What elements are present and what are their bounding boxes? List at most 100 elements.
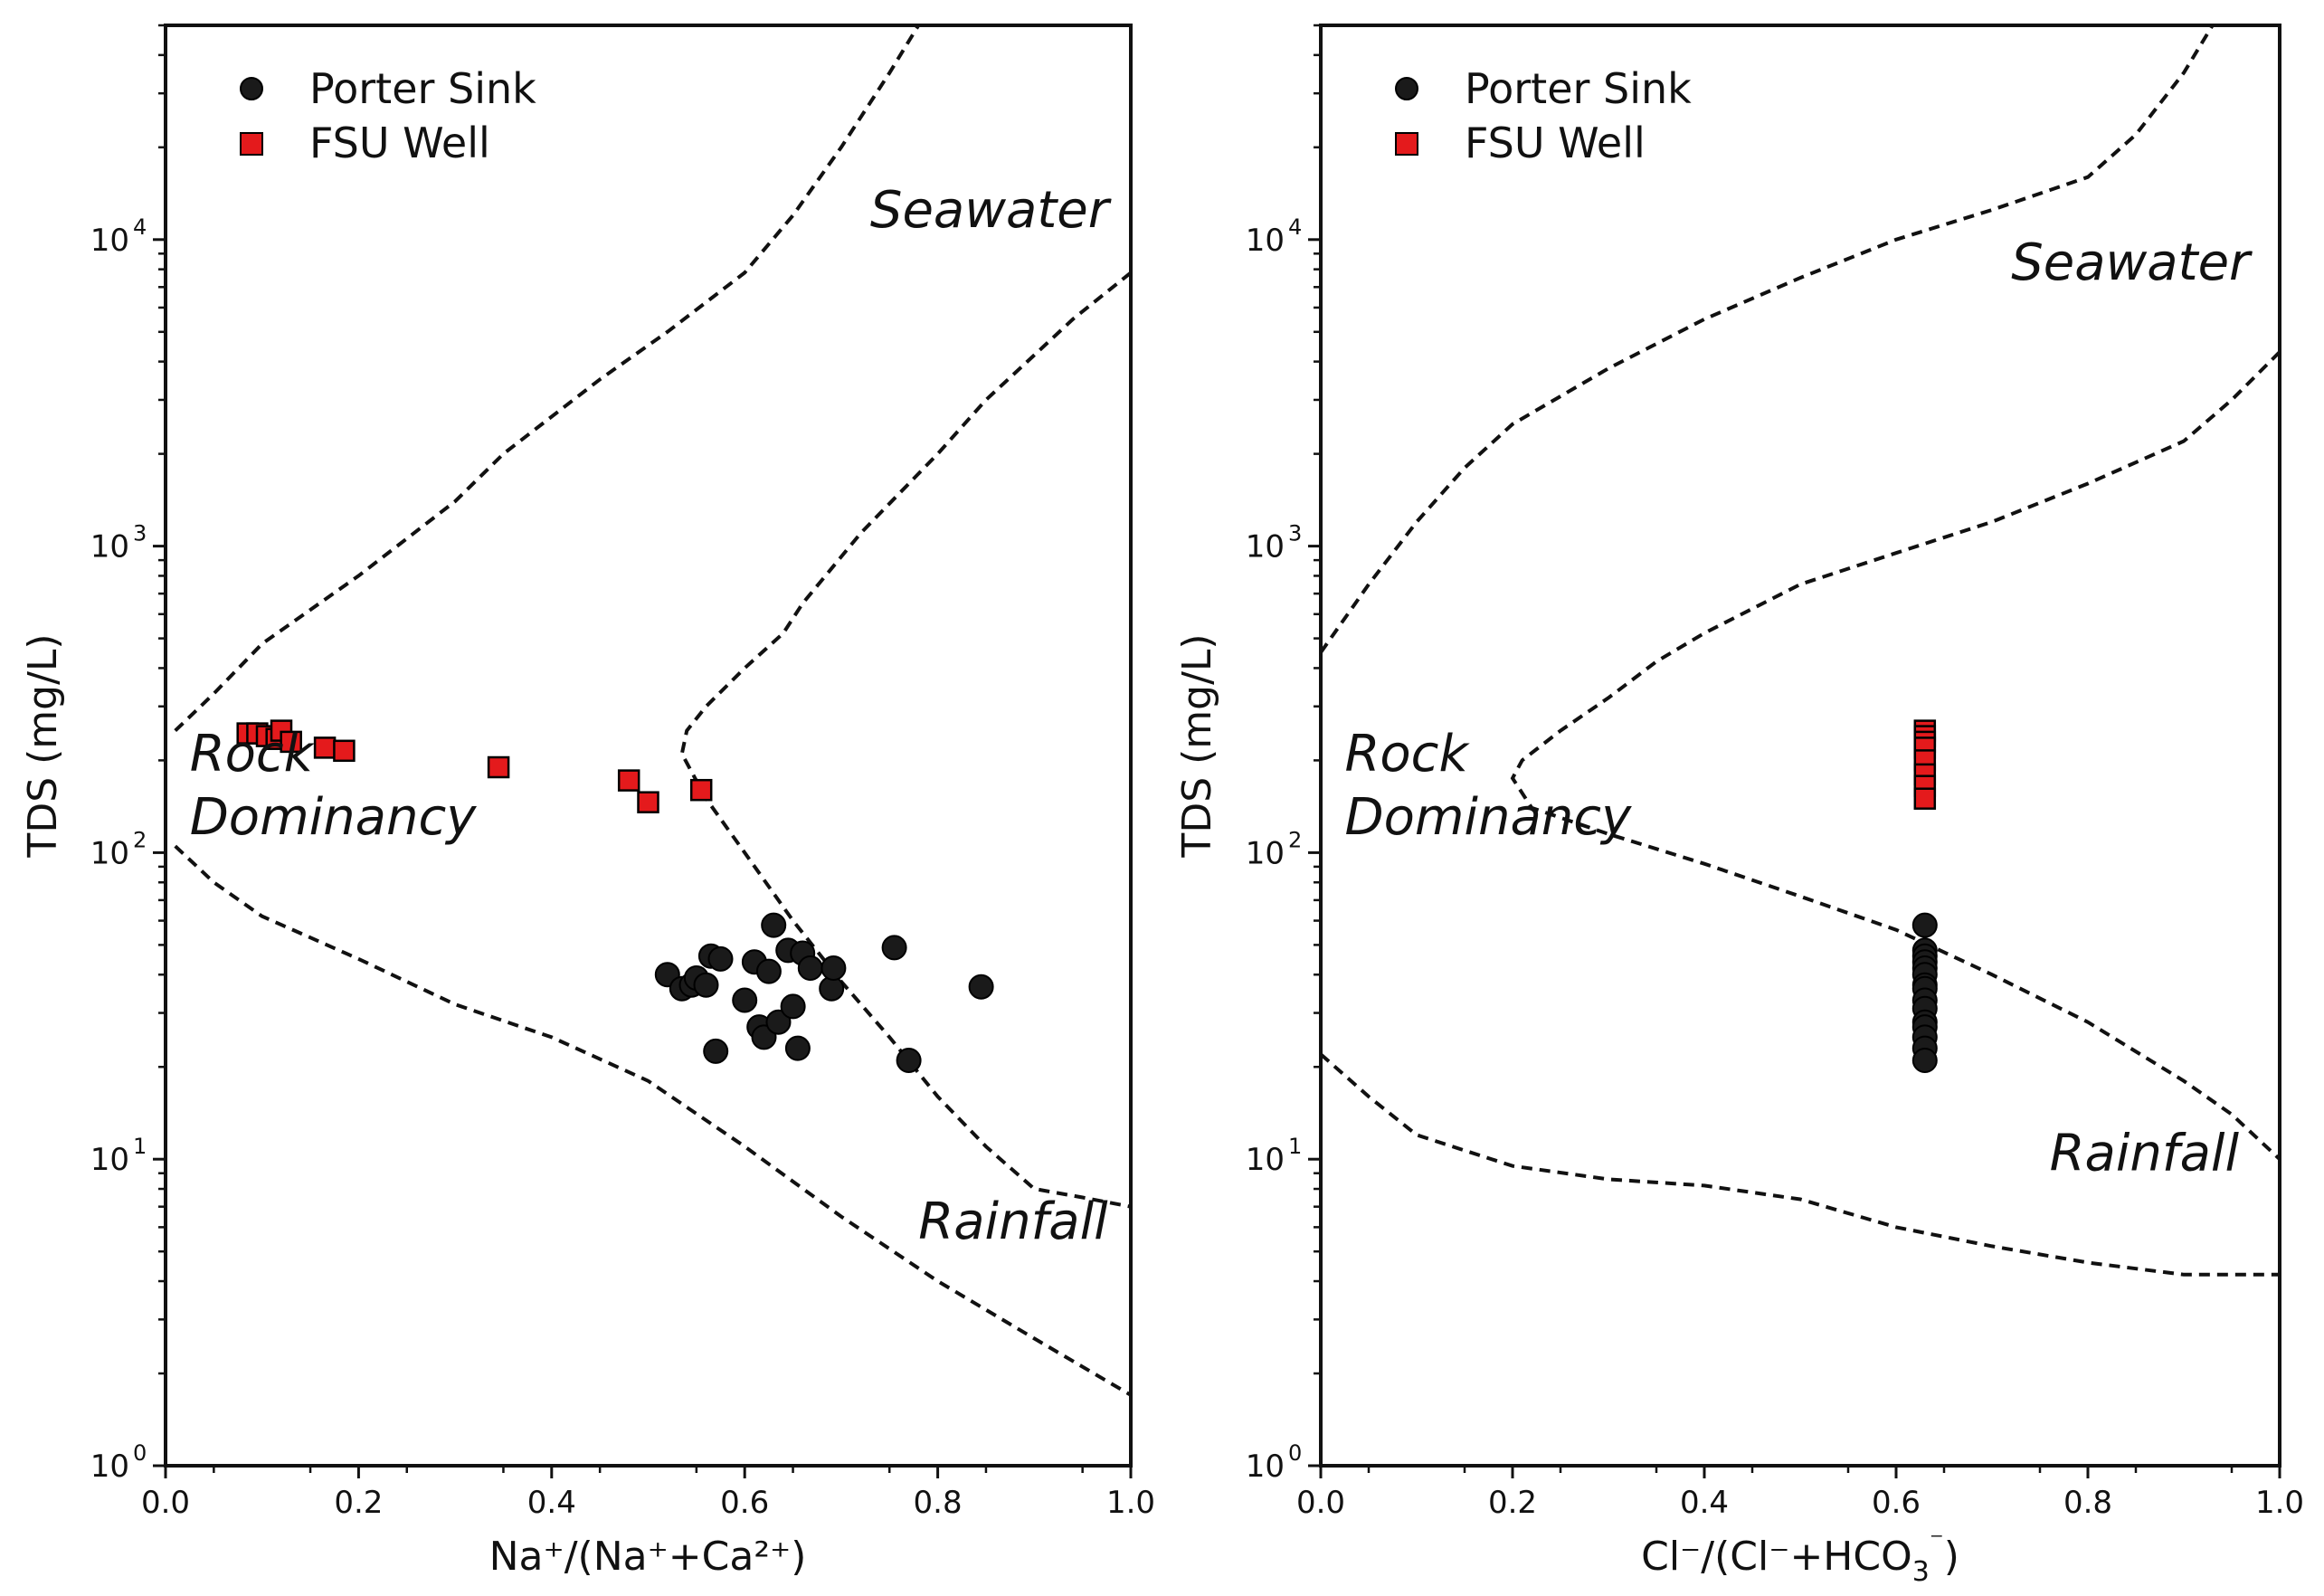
point-fsu-well: [617, 769, 640, 792]
y-tick-label: 10: [90, 1142, 129, 1178]
envelope-outer-line: [679, 271, 1133, 1209]
x-axis-label-left: Na⁺/(Na⁺+Ca²⁺): [489, 1534, 807, 1580]
point-porter-sink: [968, 974, 994, 1000]
x-tick-label: 0.2: [334, 1485, 383, 1521]
legend-label-porter-sink: Porter Sink: [309, 64, 536, 113]
y-tick-label: 10: [90, 529, 129, 565]
plot-frame-left: [164, 24, 1133, 1468]
legend-marker-fsu-well: [1395, 132, 1418, 156]
region-label-seawater: Seawater: [2011, 233, 2253, 292]
envelope-outer-line: [1510, 350, 2281, 1161]
y-tick-exponent: 3: [133, 521, 147, 546]
x-tick-label: 0.6: [1872, 1485, 1921, 1521]
y-tick-label: 10: [90, 1449, 129, 1485]
point-porter-sink: [881, 935, 907, 961]
x-tick-label: 0.0: [141, 1485, 190, 1521]
region-label-dominancy: Dominancy: [1345, 788, 1633, 847]
region-label-rainfall: Rainfall: [2050, 1125, 2240, 1183]
legend-right: Porter Sink FSU Well: [1395, 64, 1692, 167]
y-axis-label-right: TDS (mg/L): [1174, 633, 1220, 858]
envelope-lines-right: [1319, 24, 2281, 1277]
y-tick-label: 10: [90, 835, 129, 871]
x-tick-label: 0.4: [1680, 1485, 1729, 1521]
y-tick-label: 10: [1246, 835, 1285, 871]
y-tick-label: 10: [1246, 529, 1285, 565]
point-porter-sink: [703, 1038, 729, 1064]
envelope-upper-line: [174, 24, 921, 733]
point-porter-sink: [755, 958, 782, 984]
point-porter-sink: [732, 987, 758, 1013]
point-fsu-well: [637, 791, 659, 813]
y-tick-exponent: 0: [1288, 1440, 1302, 1466]
x-tick-label: 0.2: [1488, 1485, 1537, 1521]
y-axis-label-left: TDS (mg/L): [20, 633, 66, 858]
y-tick-exponent: 4: [1288, 214, 1302, 240]
region-label-rainfall: Rainfall: [918, 1192, 1108, 1251]
point-porter-sink: [780, 993, 806, 1020]
plot-area-right: [1321, 25, 2280, 1466]
y-tick-exponent: 2: [133, 827, 147, 852]
region-label-seawater: Seawater: [870, 181, 1112, 240]
point-porter-sink: [1911, 912, 1938, 938]
x-axis-label-right: Cl⁻/(Cl⁻+HCO3⁻): [1641, 1525, 1959, 1588]
point-fsu-well: [1913, 787, 1937, 810]
x-tick-label: 0.8: [914, 1485, 963, 1521]
y-tick-exponent: 1: [133, 1134, 147, 1159]
legend-marker-fsu-well: [240, 132, 263, 156]
y-tick-label: 10: [1246, 1142, 1285, 1178]
point-porter-sink: [761, 912, 787, 938]
envelope-lower-line: [1319, 1052, 2280, 1277]
legend-left: Porter Sink FSU Well: [240, 64, 536, 167]
envelope-lower-line: [174, 844, 1133, 1397]
x-axis-ticks-left: 0.0 0.2 0.4 0.6 0.8 1.0: [141, 1466, 1155, 1521]
point-porter-sink: [797, 955, 823, 981]
x-tick-label: 0.8: [2063, 1485, 2112, 1521]
point-porter-sink: [784, 1035, 811, 1061]
region-label-rock: Rock: [190, 725, 316, 784]
point-porter-sink: [896, 1048, 922, 1073]
y-tick-label: 10: [1246, 1449, 1285, 1485]
x-tick-label: 0.4: [527, 1485, 576, 1521]
y-tick-exponent: 1: [1288, 1134, 1302, 1159]
scatter-points-left: [236, 719, 994, 1073]
point-porter-sink: [765, 1009, 792, 1035]
x-tick-label: 1.0: [1106, 1485, 1155, 1521]
y-tick-exponent: 0: [133, 1440, 147, 1466]
legend-label-fsu-well: FSU Well: [1465, 119, 1646, 167]
point-fsu-well: [280, 730, 302, 754]
point-fsu-well: [333, 739, 356, 763]
envelope-upper-line: [1319, 24, 2215, 654]
x-tick-label: 0.6: [720, 1485, 769, 1521]
x-tick-label: 0.0: [1296, 1485, 1345, 1521]
region-label-rock: Rock: [1345, 725, 1471, 784]
point-porter-sink: [1911, 1048, 1938, 1073]
x-tick-label: 1.0: [2255, 1485, 2304, 1521]
y-tick-label: 10: [90, 223, 129, 259]
legend-marker-porter-sink: [1395, 77, 1418, 100]
point-porter-sink: [821, 955, 847, 981]
y-tick-label: 10: [1246, 223, 1285, 259]
legend-marker-porter-sink: [240, 77, 263, 100]
point-porter-sink: [693, 972, 719, 998]
legend-label-fsu-well: FSU Well: [309, 119, 490, 167]
plot-frame-right: [1319, 24, 2281, 1468]
envelope-lines-left: [174, 24, 1133, 1397]
point-porter-sink: [707, 945, 734, 972]
y-tick-exponent: 2: [1288, 827, 1302, 852]
y-tick-exponent: 4: [133, 214, 147, 240]
point-fsu-well: [313, 736, 337, 759]
legend-label-porter-sink: Porter Sink: [1465, 64, 1692, 113]
x-axis-ticks-right: 0.0 0.2 0.4 0.6 0.8 1.0: [1296, 1466, 2304, 1521]
point-fsu-well: [689, 778, 713, 802]
scatter-points-right: [1911, 719, 1938, 1073]
region-label-dominancy: Dominancy: [190, 788, 478, 847]
point-fsu-well: [487, 755, 510, 779]
y-tick-exponent: 3: [1288, 521, 1302, 546]
